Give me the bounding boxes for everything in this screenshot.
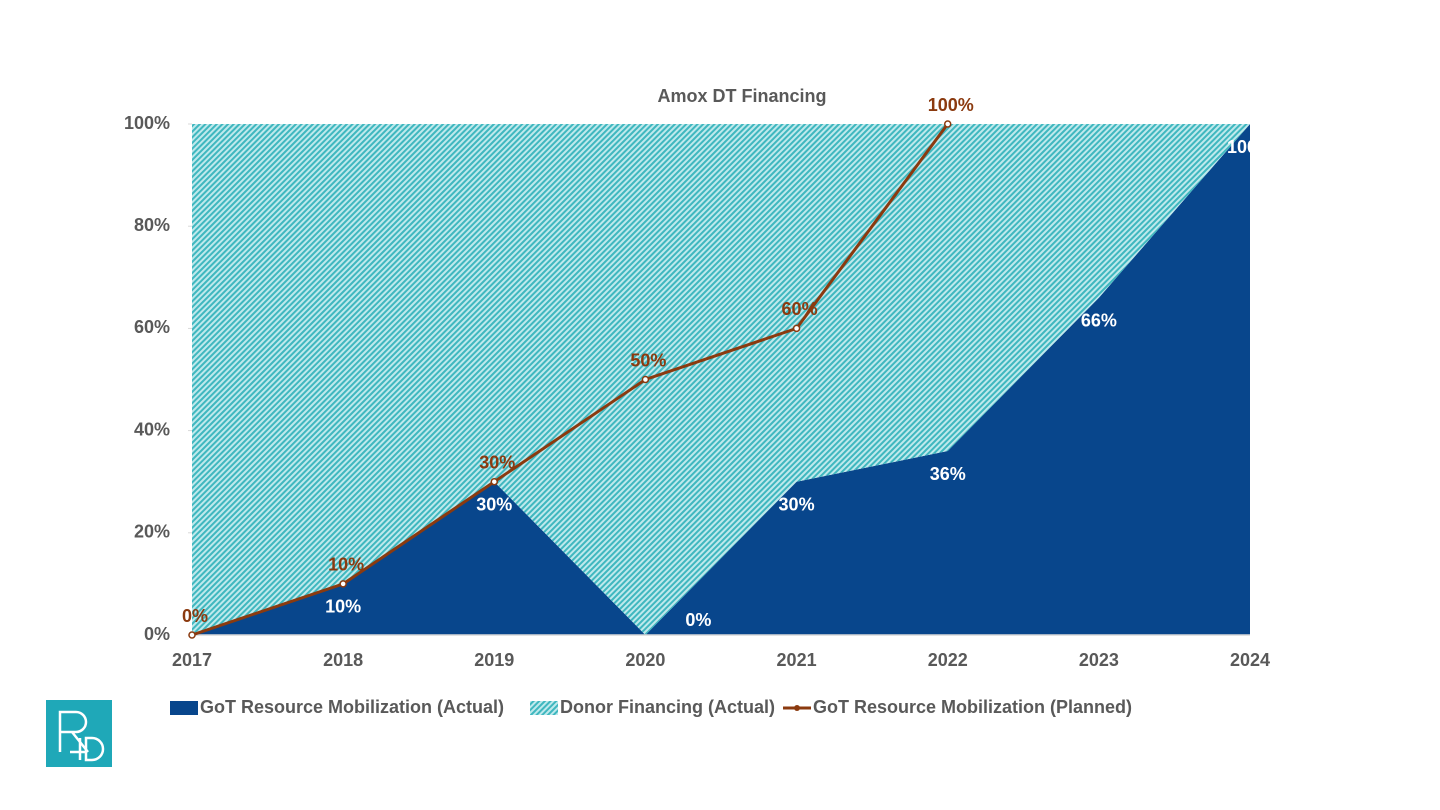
- legend-label: Donor Financing (Actual): [560, 697, 775, 717]
- x-tick-label: 2019: [474, 650, 514, 670]
- y-tick-label: 0%: [144, 624, 170, 644]
- marker: [792, 324, 801, 333]
- data-label: 30%: [476, 494, 512, 514]
- data-label: 66%: [1081, 310, 1117, 330]
- legend-swatch: [170, 701, 198, 715]
- x-tick-label: 2022: [928, 650, 968, 670]
- x-tick-label: 2023: [1079, 650, 1119, 670]
- marker: [339, 580, 347, 588]
- legend-label: GoT Resource Mobilization (Planned): [813, 697, 1132, 717]
- data-label: 30%: [479, 452, 515, 472]
- data-label: 60%: [782, 299, 818, 319]
- data-label: 36%: [930, 464, 966, 484]
- chart-title: Amox DT Financing: [657, 86, 826, 106]
- marker: [943, 120, 952, 128]
- marker: [490, 477, 499, 486]
- data-label: 100%: [928, 95, 974, 115]
- legend-swatch: [794, 705, 801, 711]
- data-label: 0%: [685, 610, 711, 630]
- data-label: 0%: [182, 606, 208, 626]
- data-label: 100%: [1227, 137, 1273, 157]
- marker: [641, 375, 650, 384]
- data-label: 10%: [325, 597, 361, 617]
- legend-swatch: [530, 701, 559, 715]
- data-label: 30%: [779, 494, 815, 514]
- x-tick-label: 2020: [625, 650, 665, 670]
- x-tick-label: 2021: [777, 650, 817, 670]
- x-tick-label: 2017: [172, 650, 212, 670]
- y-tick-label: 80%: [134, 215, 170, 235]
- line: [191, 123, 949, 637]
- y-tick-label: 100%: [124, 113, 170, 133]
- y-tick-label: 20%: [134, 522, 170, 542]
- x-tick-label: 2018: [323, 650, 363, 670]
- logo: [46, 700, 112, 767]
- y-tick-label: 60%: [134, 317, 170, 337]
- legend-label: GoT Resource Mobilization (Actual): [200, 697, 504, 717]
- data-label: 10%: [328, 555, 364, 575]
- area: [192, 124, 1250, 635]
- data-label: 50%: [630, 350, 666, 370]
- marker: [188, 631, 196, 639]
- x-tick-label: 2024: [1230, 650, 1270, 670]
- y-tick-label: 40%: [134, 419, 170, 439]
